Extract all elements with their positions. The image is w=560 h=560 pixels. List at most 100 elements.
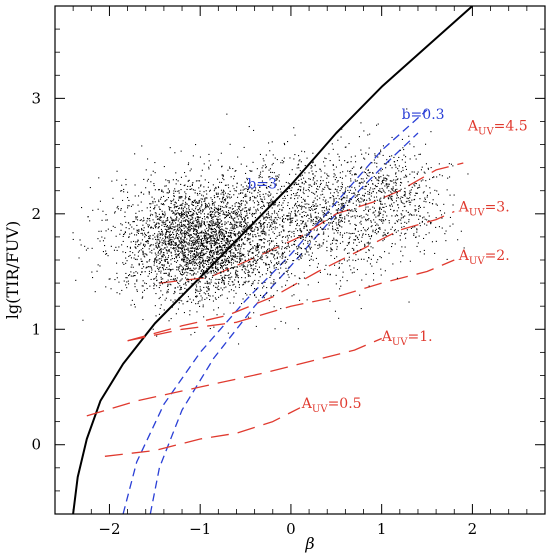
- scatter-point: [367, 229, 369, 231]
- scatter-point: [260, 171, 262, 173]
- scatter-point: [373, 196, 375, 198]
- scatter-point: [314, 197, 316, 199]
- scatter-point: [209, 328, 211, 330]
- scatter-point: [362, 182, 364, 184]
- scatter-point: [254, 295, 256, 297]
- scatter-point: [264, 238, 266, 240]
- scatter-point: [268, 300, 270, 302]
- scatter-point: [250, 265, 252, 267]
- scatter-point: [211, 200, 213, 202]
- scatter-point: [360, 220, 362, 222]
- scatter-point: [316, 180, 318, 182]
- scatter-point: [232, 228, 234, 230]
- scatter-point: [322, 243, 324, 245]
- scatter-point: [159, 232, 161, 234]
- scatter-point: [222, 235, 224, 237]
- scatter-point: [278, 253, 280, 255]
- scatter-point: [183, 206, 185, 208]
- scatter-point: [354, 187, 356, 189]
- scatter-point: [160, 272, 162, 274]
- scatter-point: [185, 245, 187, 247]
- scatter-point: [109, 278, 111, 280]
- scatter-point: [405, 165, 407, 167]
- scatter-point: [228, 251, 230, 253]
- scatter-point: [396, 195, 398, 197]
- scatter-point: [138, 244, 140, 246]
- scatter-point: [258, 266, 260, 268]
- scatter-point: [254, 197, 256, 199]
- scatter-point: [201, 204, 203, 206]
- scatter-point: [217, 239, 219, 241]
- scatter-point: [239, 255, 241, 257]
- scatter-point: [158, 244, 160, 246]
- scatter-point: [175, 237, 177, 239]
- scatter-point: [239, 236, 241, 238]
- scatter-point: [141, 229, 143, 231]
- scatter-point: [138, 210, 140, 212]
- scatter-point: [156, 204, 158, 206]
- scatter-point: [181, 230, 183, 232]
- scatter-point: [170, 263, 172, 265]
- scatter-point: [182, 220, 184, 222]
- scatter-point: [260, 231, 262, 233]
- scatter-point: [258, 252, 260, 254]
- scatter-point: [199, 232, 201, 234]
- scatter-point: [278, 180, 280, 182]
- scatter-point: [386, 179, 388, 181]
- scatter-point: [189, 261, 191, 263]
- scatter-point: [195, 295, 197, 297]
- scatter-point: [217, 223, 219, 225]
- scatter-point: [405, 201, 407, 203]
- scatter-point: [247, 269, 249, 271]
- scatter-point: [136, 280, 138, 282]
- scatter-point: [155, 315, 157, 317]
- scatter-point: [364, 172, 366, 174]
- scatter-point: [203, 316, 205, 318]
- scatter-point: [330, 255, 332, 257]
- scatter-point: [229, 247, 231, 249]
- scatter-point: [263, 230, 265, 232]
- scatter-point: [209, 204, 211, 206]
- scatter-point: [248, 258, 250, 260]
- scatter-point: [297, 205, 299, 207]
- scatter-point: [251, 227, 253, 229]
- scatter-point: [244, 194, 246, 196]
- scatter-point: [272, 240, 274, 242]
- scatter-point: [256, 243, 258, 245]
- scatter-point: [290, 189, 292, 191]
- scatter-point: [187, 164, 189, 166]
- scatter-point: [197, 233, 199, 235]
- scatter-point: [197, 221, 199, 223]
- scatter-point: [206, 267, 208, 269]
- scatter-point: [180, 176, 182, 178]
- scatter-point: [319, 168, 321, 170]
- scatter-point: [79, 239, 81, 241]
- scatter-point: [438, 163, 440, 165]
- scatter-point: [195, 224, 197, 226]
- scatter-point: [185, 201, 187, 203]
- scatter-point: [199, 252, 201, 254]
- scatter-point: [301, 216, 303, 218]
- scatter-point: [333, 200, 335, 202]
- scatter-point: [320, 180, 322, 182]
- scatter-point: [288, 183, 290, 185]
- scatter-point: [205, 204, 207, 206]
- scatter-point: [275, 175, 277, 177]
- scatter-point: [197, 253, 199, 255]
- scatter-point: [210, 241, 212, 243]
- scatter-point: [123, 280, 125, 282]
- scatter-point: [214, 197, 216, 199]
- scatter-point: [176, 245, 178, 247]
- scatter-point: [234, 228, 236, 230]
- scatter-point: [252, 195, 254, 197]
- scatter-point: [182, 248, 184, 250]
- scatter-point: [211, 263, 213, 265]
- scatter-point: [244, 236, 246, 238]
- scatter-point: [327, 175, 329, 177]
- scatter-point: [221, 223, 223, 225]
- scatter-point: [279, 217, 281, 219]
- scatter-point: [217, 278, 219, 280]
- scatter-point: [173, 293, 175, 295]
- scatter-point: [414, 210, 416, 212]
- scatter-point: [268, 248, 270, 250]
